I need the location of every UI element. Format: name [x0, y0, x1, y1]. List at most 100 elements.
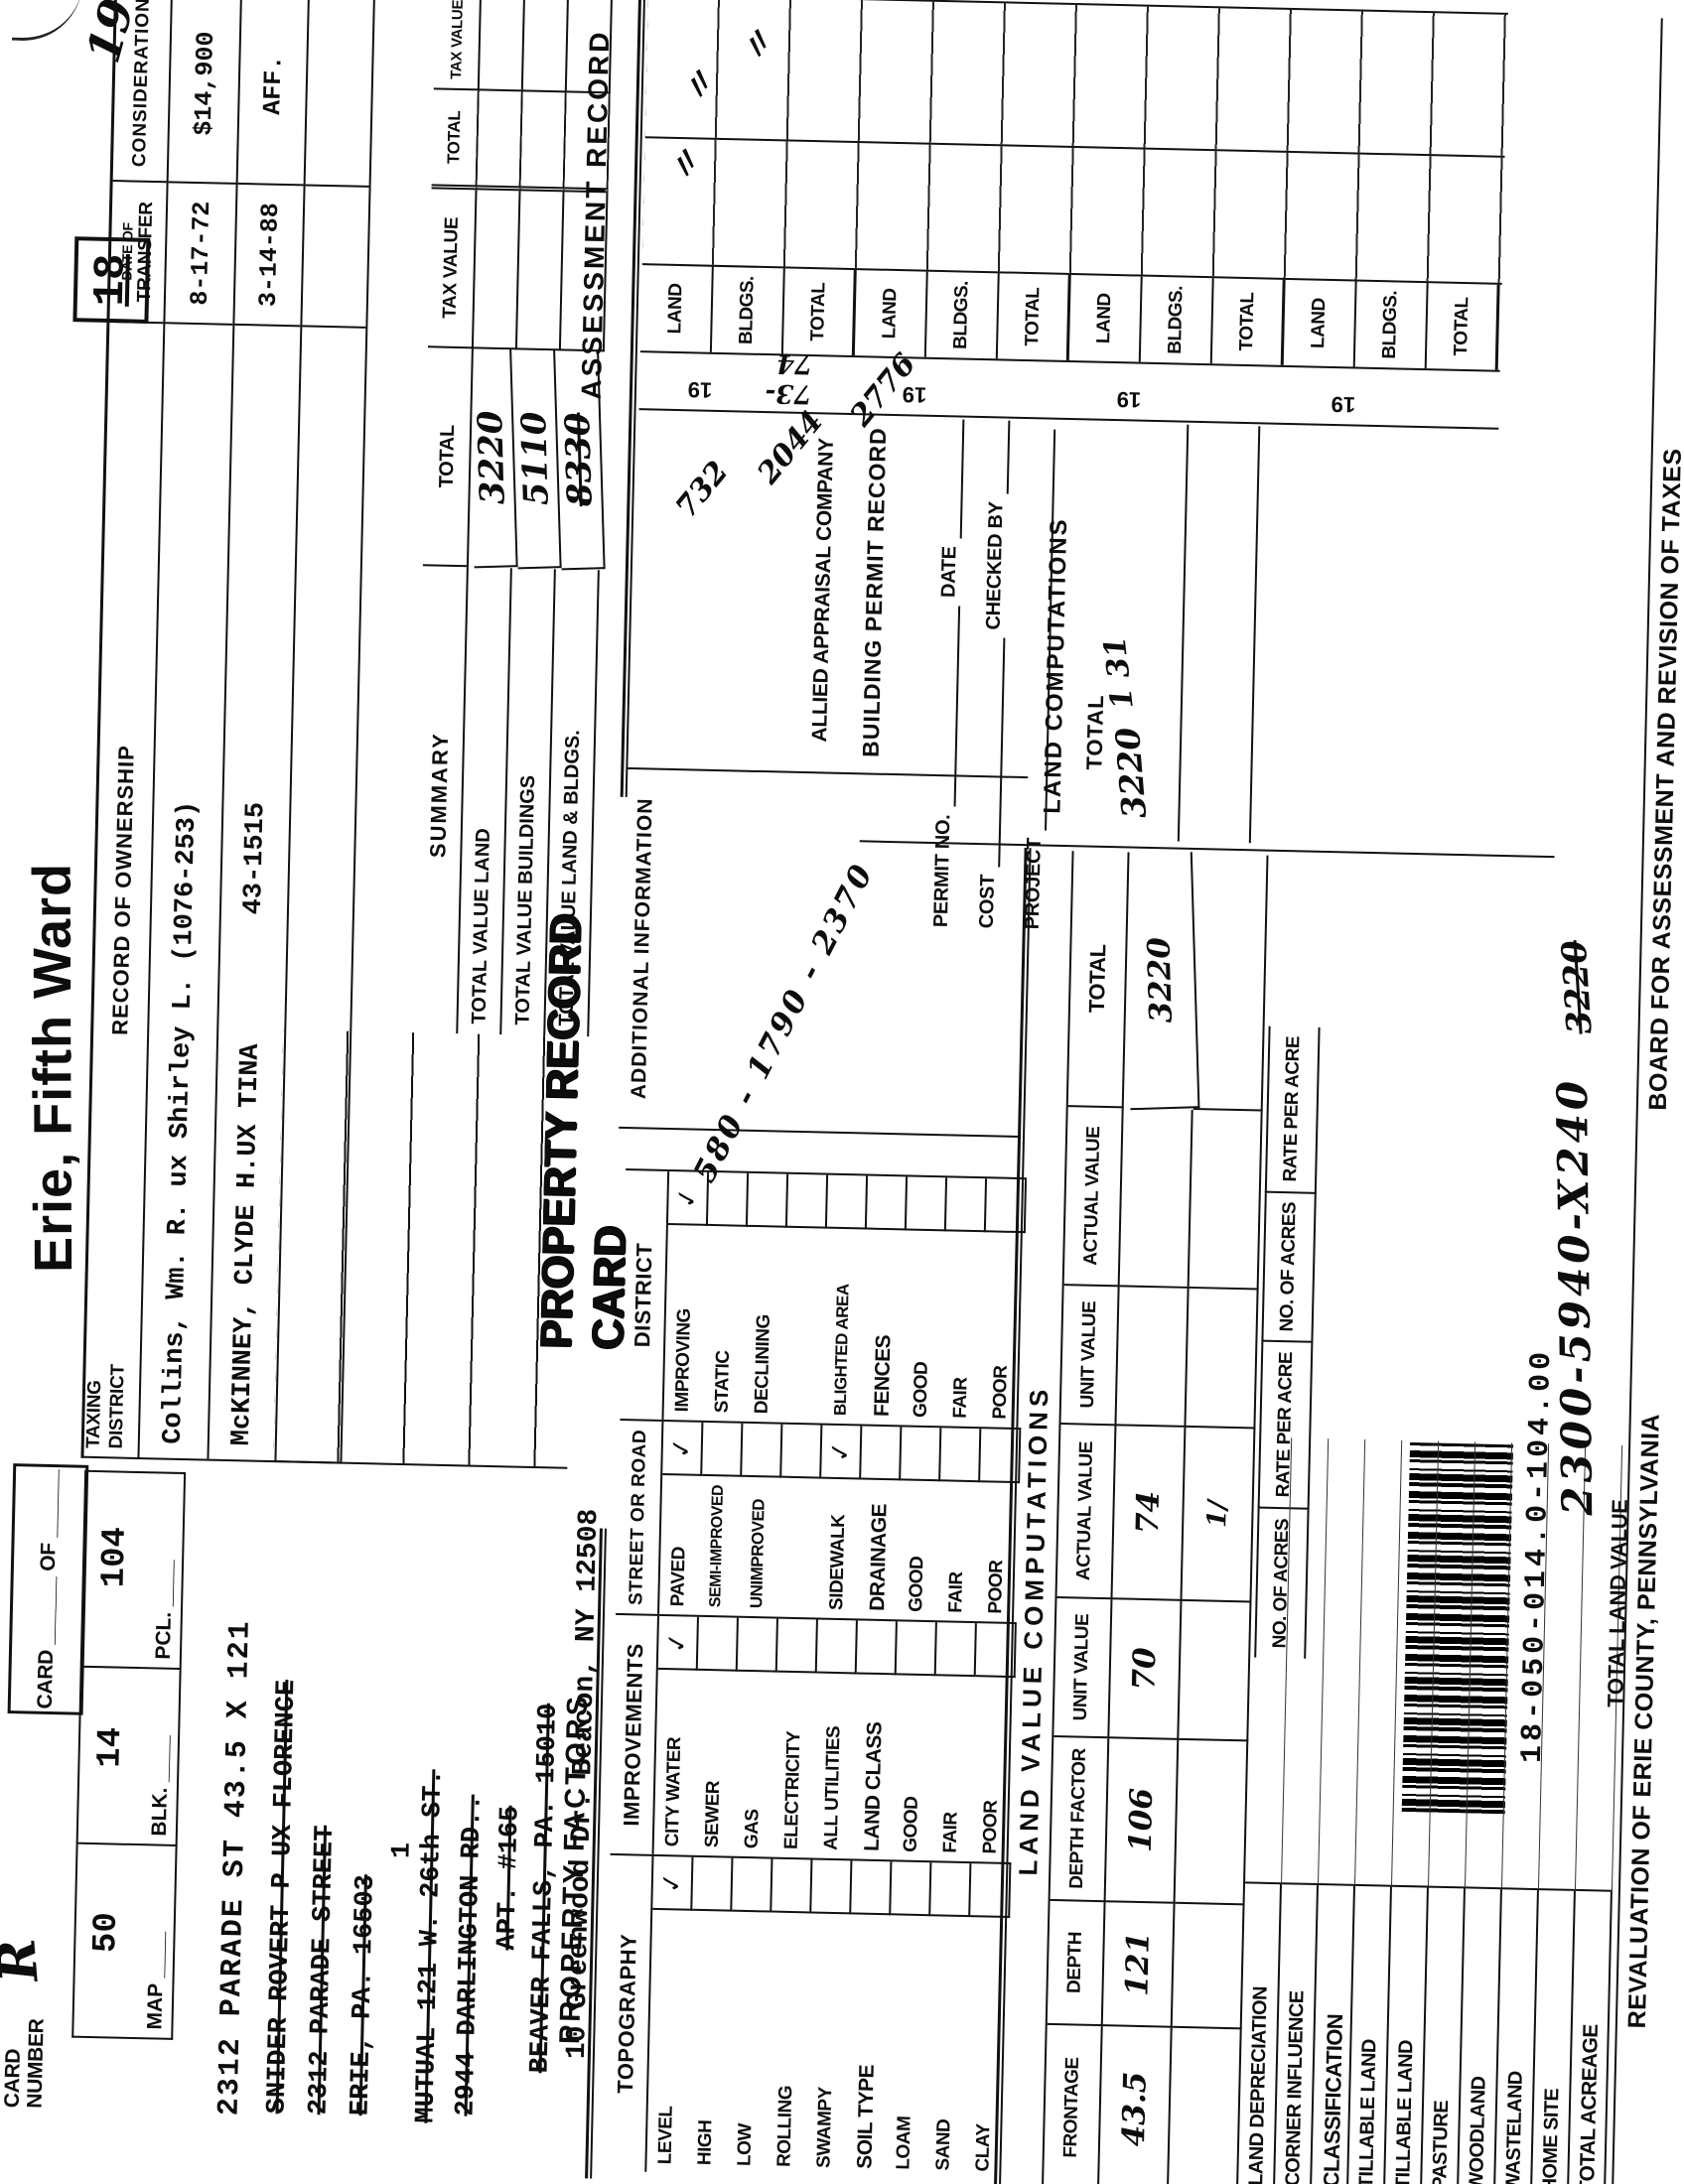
lvc-total-header: TOTAL — [1067, 851, 1130, 1109]
improving-label: IMPROVING — [671, 1307, 696, 1413]
summary-col-total-2: TOTAL — [431, 89, 480, 191]
str-fair-label: FAIR — [945, 1571, 968, 1613]
row-dis-fair: FAIR — [941, 1177, 988, 1427]
unit-value-header-1: UNIT VALUE — [1053, 1597, 1113, 1739]
actual-value-header-1: ACTUAL VALUE — [1056, 1425, 1117, 1600]
cost-label: COST — [975, 874, 1000, 929]
street-header: STREET OR ROAD — [616, 1420, 664, 1614]
property-factors-table: TOPOGRAPHY LEVEL ✓ HIGH LOW ROLLING SWAMP… — [603, 1168, 1028, 2180]
stray-one: 1 — [387, 1842, 418, 1859]
as-land-1: LAND — [639, 265, 714, 352]
lvc-table: FRONTAGE DEPTH DEPTH FACTOR UNIT VALUE A… — [1041, 851, 1269, 2184]
row-all-utilities: ALL UTILITIES — [812, 1619, 858, 1859]
current-address-line: 10 Greenwood Dr. Beacon, NY 12508 — [561, 1508, 606, 2060]
row-electricity: ELECTRICITY — [772, 1618, 818, 1858]
as-land-4: LAND — [1283, 279, 1357, 367]
row-imp-good: GOOD — [892, 1621, 937, 1860]
static-label: STATIC — [711, 1350, 735, 1414]
row-static: STATIC — [703, 1171, 750, 1422]
paved-label: PAVED — [667, 1546, 690, 1607]
map-blk-pcl-cells: MAP ____ 50 BLK. ____ 14 PCL. ____ 104 — [71, 1469, 187, 2040]
electricity-label: ELECTRICITY — [780, 1730, 805, 1850]
year-note-handwritten: 73-74 — [765, 347, 813, 409]
depth-factor-value: 106 — [1105, 1738, 1180, 1904]
frontage-header: FRONTAGE — [1043, 2024, 1103, 2184]
consideration-2: AFF. — [237, 0, 309, 187]
str-good-label: GOOD — [906, 1556, 928, 1613]
land-comp-value-1: 3220 — [1107, 726, 1155, 820]
date-of-transfer-header: DATE OF TRANSFER — [109, 182, 167, 325]
land-comp-line-1 — [1177, 424, 1189, 842]
land-class-label: LAND CLASS — [860, 1721, 887, 1852]
blighted-area-label: BLIGHTED AREA — [830, 1284, 853, 1417]
street-blank — [778, 1478, 821, 1618]
level-label: LEVEL — [654, 2106, 677, 2165]
dis-good-label: GOOD — [910, 1361, 932, 1419]
rolling-label: ROLLING — [773, 2085, 797, 2168]
rate-per-acre-2: RATE PER ACRE — [1264, 1025, 1321, 1194]
row-blighted: BLIGHTED AREA — [822, 1174, 869, 1425]
all-utilities-label: ALL UTILITIES — [820, 1725, 845, 1851]
row-sewer: SEWER — [694, 1616, 739, 1856]
prior-address-line: 2312 PARADE STREET — [304, 1825, 342, 2116]
blk-value: 14 — [91, 1726, 131, 1769]
summary-value-land: 3220 — [468, 348, 518, 569]
drainage-label: DRAINAGE — [866, 1503, 892, 1612]
improvements-column: IMPROVEMENTS CITY WATER ✓ SEWER GAS ELECT… — [610, 1614, 1017, 1865]
classification-table: LAND DEPRECIATION CORNER INFLUENCE CLASS… — [1237, 1436, 1623, 2184]
sidewalk-label: SIDEWALK — [826, 1514, 850, 1611]
as-total-3: TOTAL — [1211, 278, 1286, 365]
map-label: MAP ____ — [143, 1931, 169, 2030]
sidewalk-check: ✓ — [824, 1438, 857, 1464]
land-computations-title: LAND COMPUTATIONS — [1039, 517, 1073, 814]
pcl-label: PCL. ____ — [151, 1559, 178, 1660]
transfer-label: TRANSFER — [133, 202, 158, 303]
row-semi-improved: SEMI-IMPROVED — [699, 1422, 744, 1616]
depth-value: 121 — [1102, 1902, 1176, 2028]
row-paved: PAVED ✓ — [659, 1421, 704, 1615]
summary-col-taxvalue-2: TAX VALUE — [433, 0, 483, 91]
owner-2-name: McKINNEY, CLYDE H.UX TINA — [226, 1043, 266, 1446]
actual-value-1: 74 — [1112, 1426, 1187, 1601]
imp-fair-label: FAIR — [939, 1812, 962, 1853]
sand-label: SAND — [932, 2118, 955, 2171]
row-street-blank — [778, 1424, 823, 1618]
low-label: LOW — [734, 2122, 757, 2167]
handwritten-account-code: 2300-5940-X240 — [1547, 1076, 1603, 1517]
assessment-data-col-b — [644, 0, 1508, 156]
building-permit-form: PERMIT NO. DATE COST CHECKED BY PROJECT — [908, 419, 1056, 930]
city-water-label: CITY WATER — [661, 1736, 686, 1847]
improvements-header: IMPROVEMENTS — [610, 1614, 659, 1854]
sewer-label: SEWER — [701, 1780, 725, 1848]
apt-line: APT. #165 — [492, 1805, 526, 1951]
topography-header: TOPOGRAPHY — [603, 1854, 654, 2172]
no-of-acres-2: NO. OF ACRES — [1261, 1192, 1317, 1343]
row-unimproved: UNIMPROVED — [739, 1423, 783, 1617]
consideration-1: $14,900 — [168, 0, 241, 185]
year-cell-1: 19 — [687, 377, 713, 403]
map-cell: MAP ____ 50 — [71, 1843, 178, 2040]
assessment-note-1: 732 — [668, 454, 736, 525]
street-column: STREET OR ROAD PAVED ✓ SEMI-IMPROVED UNIM… — [615, 1420, 1022, 1625]
row-drainage: DRAINAGE — [858, 1426, 903, 1620]
year-cell-3: 19 — [1116, 386, 1142, 413]
city-water-check: ✓ — [661, 1629, 694, 1655]
land-comp-line-2 — [1248, 426, 1260, 844]
card-number-handwritten: R — [0, 1936, 51, 1984]
pcl-cell: PCL. ____ 104 — [79, 1469, 187, 1671]
district-blank — [782, 1228, 826, 1424]
high-label: HIGH — [694, 2119, 717, 2166]
row-str-good: GOOD — [898, 1427, 942, 1620]
year-cell-4: 19 — [1331, 391, 1356, 418]
row-declining: DECLINING — [743, 1172, 789, 1423]
assessment-data-col-a — [641, 136, 1505, 283]
gas-label: GAS — [741, 1809, 764, 1849]
as-total-1: TOTAL — [782, 268, 857, 356]
additional-information-title: ADDITIONAL INFORMATION — [627, 797, 657, 1100]
fences-label: FENCES — [870, 1334, 896, 1418]
dis-fair-label: FAIR — [949, 1377, 972, 1419]
paved-check: ✓ — [665, 1434, 698, 1460]
summary-col-total-1: TOTAL — [422, 347, 474, 568]
